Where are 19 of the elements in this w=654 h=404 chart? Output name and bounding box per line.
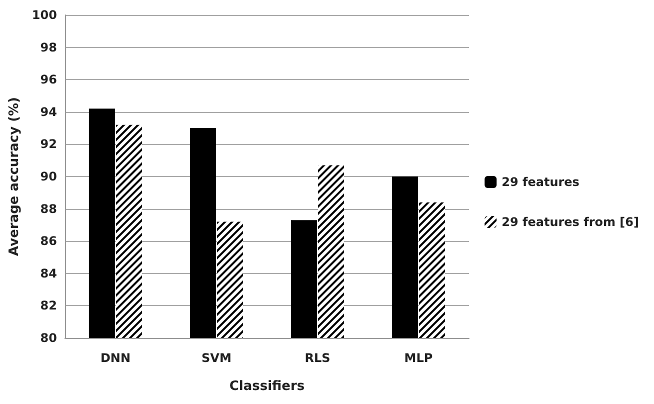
x-tick-label: RLS [304, 351, 330, 365]
y-tick-label: 100 [32, 8, 57, 22]
x-tick-label: SVM [202, 351, 232, 365]
legend-label: 29 features [502, 175, 580, 189]
y-tick-label: 98 [40, 40, 57, 54]
x-tick-label: DNN [100, 351, 130, 365]
y-tick-label: 92 [40, 137, 57, 152]
y-tick-label: 90 [40, 170, 57, 184]
y-tick-label: 82 [40, 298, 57, 313]
legend-label: 29 features from [6] [502, 215, 639, 229]
x-tick-label: MLP [404, 351, 433, 365]
y-tick-label: 96 [40, 72, 57, 87]
x-axis-title: Classifiers [229, 379, 305, 394]
y-tick-label: 80 [40, 331, 57, 345]
y-tick-label: 84 [40, 266, 57, 280]
y-axis-title: Average accuracy (%) [7, 97, 22, 256]
y-tick-label: 88 [40, 202, 57, 216]
y-tick-label: 94 [40, 104, 57, 119]
y-tick-label: 86 [40, 234, 57, 248]
